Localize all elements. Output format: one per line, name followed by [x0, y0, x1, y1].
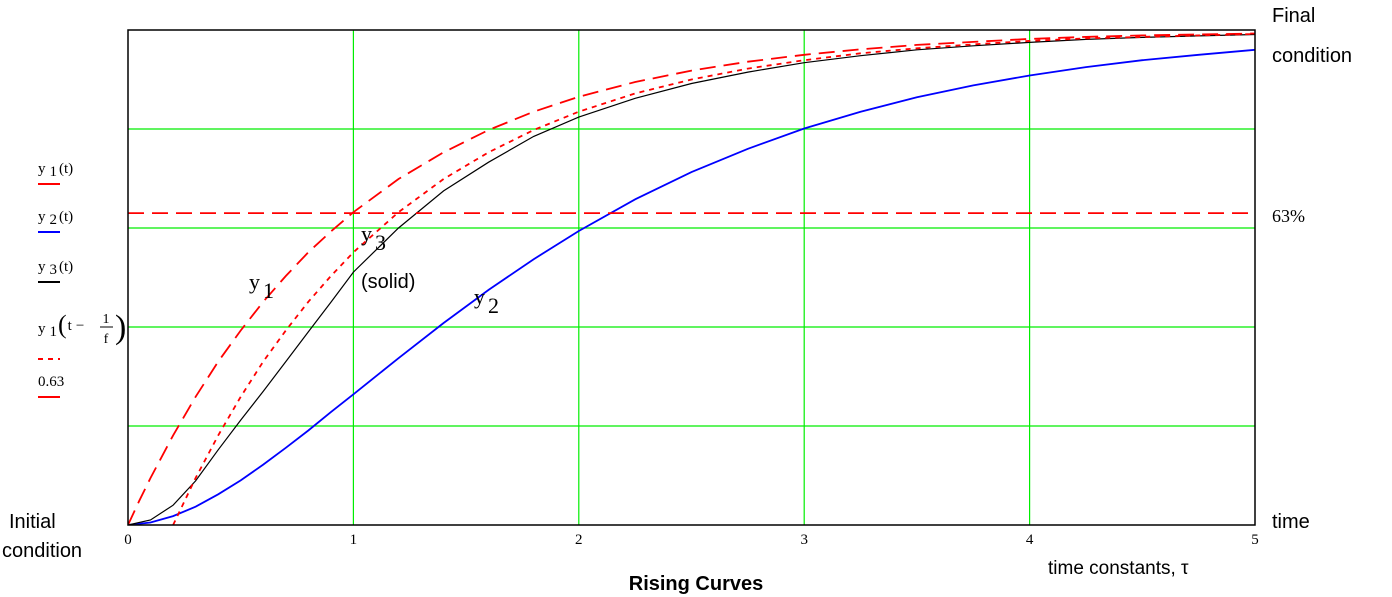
- x-axis-label: time constants, τ: [1048, 558, 1189, 579]
- final-condition-label-1: Final: [1272, 5, 1315, 27]
- plot-frame: [127, 29, 1256, 526]
- series-line-y-2-t: [128, 48, 1255, 525]
- legend: y 1 (t) y 2 (t) y 3 (t) y 1(t − 1 f) 0.63: [38, 161, 126, 398]
- legend-entry: y 2 (t): [38, 209, 73, 233]
- legend-entry-label: y 1 (t): [38, 161, 73, 180]
- x-tick-labels: 0 1 2 3 4 5: [124, 532, 1259, 548]
- legend-entry: y 3 (t): [38, 259, 73, 283]
- legend-right-paren: ): [115, 309, 126, 346]
- series-layer: [128, 32, 1255, 525]
- series-line-y-1-t-1-f: [172, 33, 1255, 525]
- legend-entry-label: y 3 (t): [38, 259, 73, 278]
- legend-fraction-denominator: f: [104, 332, 109, 347]
- legend-fraction-numerator: 1: [103, 312, 110, 327]
- series-line-y-1-t: [128, 32, 1255, 525]
- series-line-y-3-t: [128, 33, 1255, 525]
- legend-entry: 0.63: [38, 374, 64, 398]
- x-tick-label: 4: [1026, 532, 1034, 548]
- percent-63-label: 63%: [1272, 206, 1305, 226]
- legend-entry: y 1 (t): [38, 161, 73, 185]
- x-tick-label: 3: [800, 532, 808, 548]
- time-label: time: [1272, 511, 1310, 533]
- final-condition-label-2: condition: [1272, 45, 1352, 67]
- gridlines: [128, 30, 1255, 525]
- x-tick-label: 5: [1251, 532, 1259, 548]
- legend-entry-label: 0.63: [38, 374, 64, 390]
- x-tick-label: 0: [124, 532, 132, 548]
- legend-entry-label: y 1(t −: [38, 310, 84, 340]
- x-tick-label: 1: [350, 532, 358, 548]
- legend-entry: y 1(t − 1 f): [38, 309, 126, 360]
- chart-title: Rising Curves: [629, 573, 763, 595]
- initial-condition-label-1: Initial: [9, 511, 56, 533]
- initial-condition-label-2: condition: [2, 540, 82, 562]
- x-tick-label: 2: [575, 532, 583, 548]
- solid-note-label: (solid): [361, 271, 415, 293]
- legend-entry-label: y 2 (t): [38, 209, 73, 228]
